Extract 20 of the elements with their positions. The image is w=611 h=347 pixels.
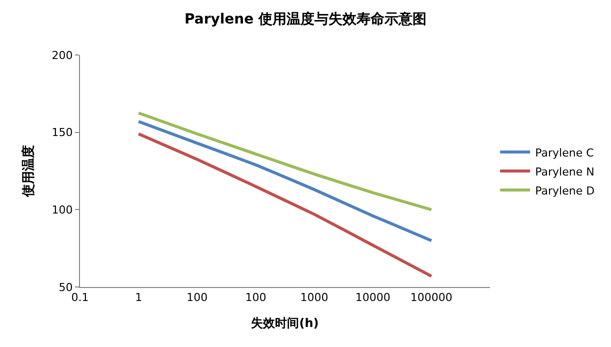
x-tick-label: 1000 (300, 291, 328, 304)
legend-label: Parylene N (535, 165, 594, 178)
y-tick-label: 100 (52, 204, 73, 217)
line-series (137, 112, 433, 212)
chart-title: Parylene 使用温度与失效寿命示意图 (184, 10, 426, 28)
x-tick-label: 100 (186, 291, 208, 304)
line-series (137, 120, 433, 242)
y-axis-title: 使用温度 (20, 145, 37, 198)
y-tick-label: 50 (58, 280, 73, 294)
x-tick-label: 10000 (355, 291, 390, 304)
y-tick-label: 200 (52, 48, 73, 62)
line-series (137, 132, 433, 278)
legend-label: Parylene C (535, 146, 594, 160)
legend-label: Parylene D (535, 184, 595, 198)
x-axis-title: 失效时间(h) (251, 316, 319, 330)
x-tick-label: 0.1 (71, 291, 89, 304)
y-tick-label: 150 (52, 126, 73, 140)
x-tick-label: 100000 (410, 291, 452, 304)
x-tick-label: 100 (245, 291, 266, 304)
x-tick-label: 1 (135, 291, 142, 304)
